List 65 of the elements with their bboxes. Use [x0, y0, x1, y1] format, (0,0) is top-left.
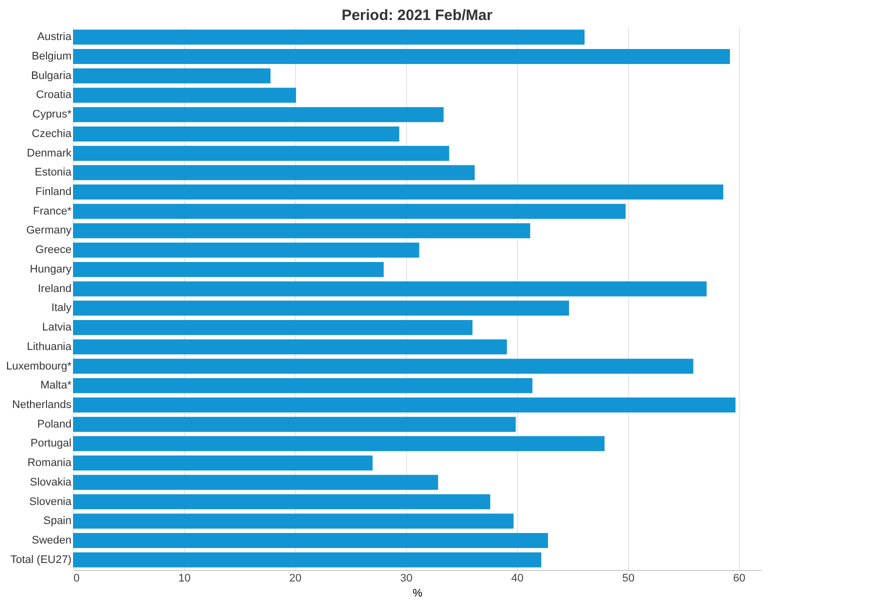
bar	[73, 223, 530, 238]
y-tick-label: Slovakia	[30, 476, 72, 488]
y-tick-label: Cyprus*	[32, 108, 72, 121]
y-tick-label: Italy	[51, 302, 72, 314]
bar	[73, 126, 400, 142]
y-tick-label: Portugal	[30, 438, 72, 450]
y-tick-label: Sweden	[32, 534, 72, 546]
y-tick-label: Malta*	[40, 380, 72, 392]
y-tick-label: Hungary	[30, 263, 72, 276]
y-tick-label: Belgium	[32, 50, 72, 63]
chart-title: Period: 2021 Feb/Mar	[342, 7, 493, 24]
bar	[73, 397, 736, 412]
bar	[73, 165, 475, 180]
bar	[73, 300, 570, 316]
bar	[73, 436, 605, 452]
bar	[73, 416, 516, 432]
bar	[73, 49, 730, 64]
y-tick-label: Latvia	[42, 322, 72, 334]
x-tick-label: 50	[622, 572, 634, 584]
x-tick-label: 20	[289, 572, 302, 584]
bar	[73, 532, 548, 548]
bar	[73, 474, 438, 490]
x-axis-title: %	[412, 588, 423, 600]
bar	[73, 552, 542, 568]
bar	[73, 262, 384, 277]
bar	[73, 358, 694, 374]
y-tick-label: Bulgaria	[31, 70, 72, 82]
x-tick-label: 40	[511, 572, 524, 584]
y-tick-label: Czechia	[32, 128, 72, 140]
y-tick-label: Greece	[35, 244, 72, 256]
y-tick-label: Estonia	[34, 166, 72, 179]
y-tick-label: Netherlands	[12, 398, 72, 411]
y-tick-label: Lithuania	[26, 340, 72, 353]
bar	[73, 514, 514, 529]
y-tick-label: France*	[32, 205, 72, 218]
y-tick-label: Denmark	[26, 147, 72, 160]
x-tick-label: 10	[178, 572, 191, 584]
y-tick-label: Croatia	[36, 89, 72, 102]
y-tick-label: Spain	[43, 515, 72, 528]
bar	[73, 184, 724, 200]
bar	[73, 242, 420, 258]
bar	[73, 378, 532, 394]
y-tick-label: Slovenia	[29, 496, 72, 508]
y-tick-label: Luxembourg*	[6, 360, 72, 372]
bar	[73, 107, 444, 122]
x-tick-label: 60	[733, 572, 746, 584]
bar	[73, 339, 507, 354]
bar	[73, 494, 490, 510]
bar	[73, 204, 626, 219]
y-tick-label: Germany	[26, 224, 72, 237]
bar	[73, 456, 373, 471]
bar	[73, 146, 450, 161]
bar	[73, 30, 585, 45]
bar	[73, 281, 707, 296]
bar	[73, 68, 271, 84]
y-tick-label: Total (EU27)	[10, 554, 72, 566]
y-tick-label: Finland	[35, 186, 72, 198]
bar	[73, 320, 472, 336]
x-tick-label: 0	[74, 572, 80, 584]
y-tick-label: Ireland	[38, 282, 72, 295]
bar	[73, 88, 296, 103]
y-tick-label: Austria	[37, 31, 72, 44]
y-tick-label: Poland	[37, 418, 72, 430]
y-tick-label: Romania	[27, 457, 72, 470]
x-tick-label: 30	[400, 572, 413, 584]
